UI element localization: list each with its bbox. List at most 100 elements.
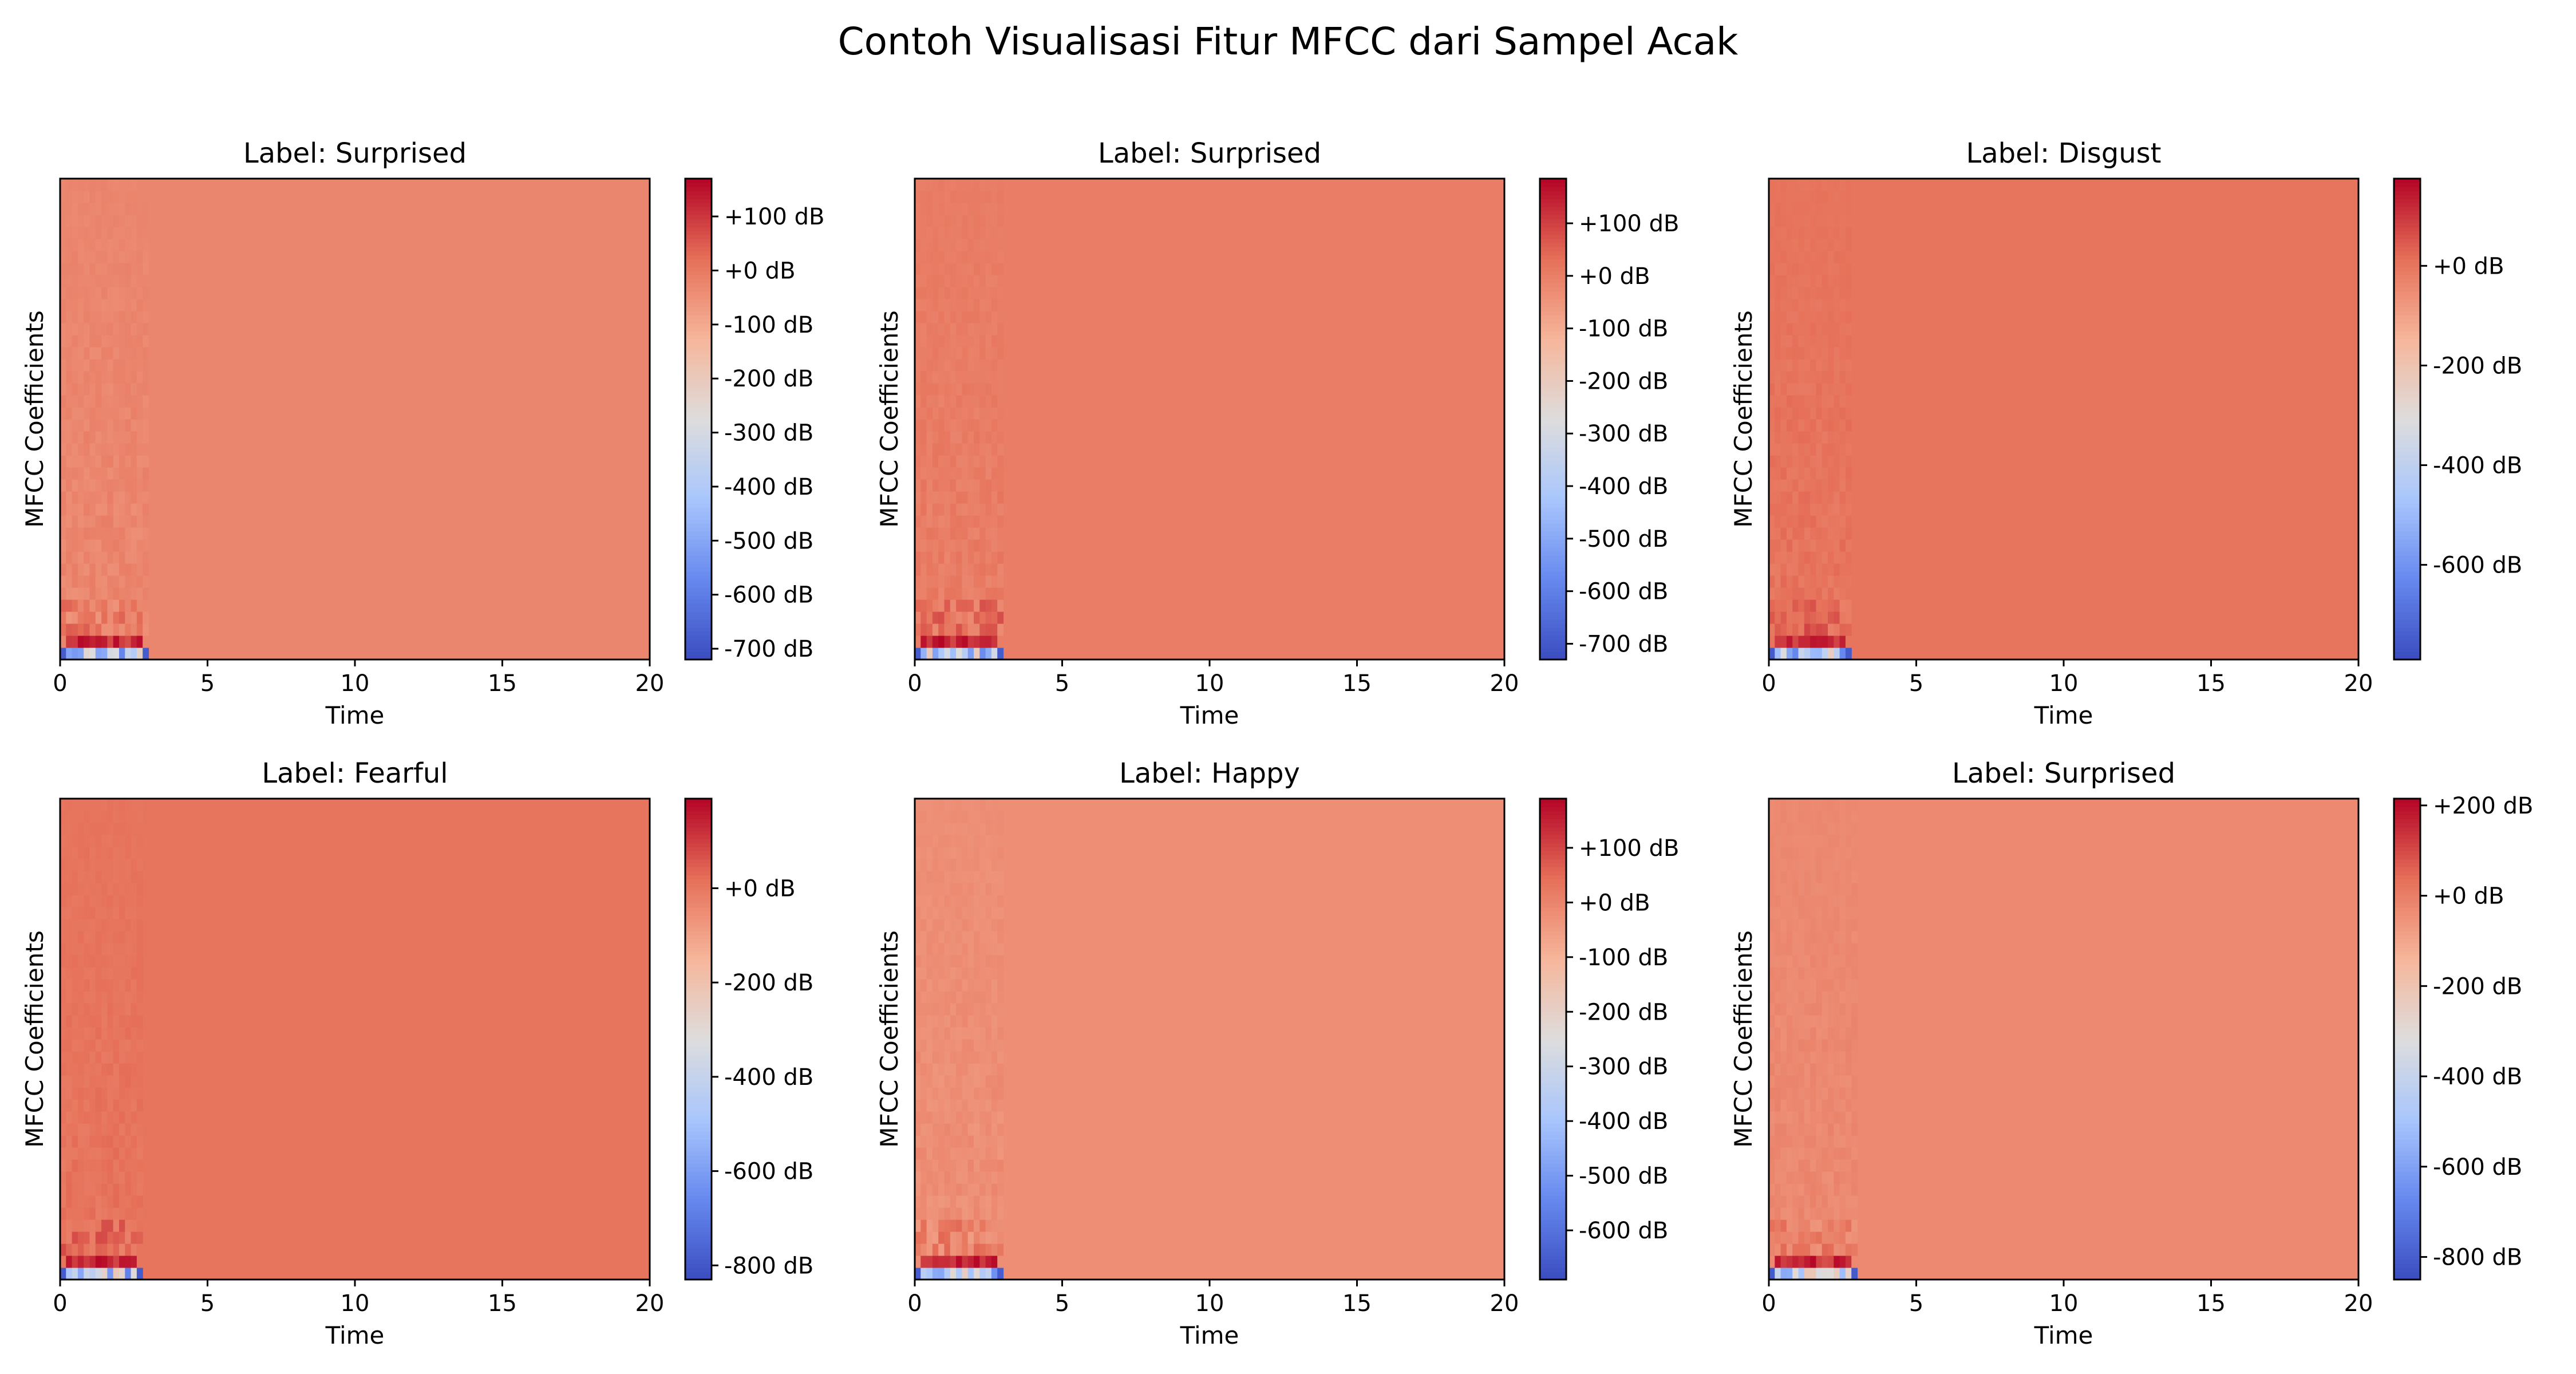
- heatmap-cell: [1786, 323, 1793, 335]
- colorbar-segment: [685, 1219, 712, 1224]
- heatmap-cell: [920, 1003, 927, 1016]
- heatmap-cell: [60, 515, 66, 528]
- heatmap-cell: [974, 563, 980, 576]
- heatmap-cell: [66, 311, 73, 323]
- heatmap-cell: [974, 227, 980, 239]
- heatmap-cell: [979, 943, 986, 956]
- heatmap-cell: [991, 371, 998, 384]
- heatmap-cell: [926, 979, 933, 992]
- heatmap-cell: [113, 895, 120, 907]
- colorbar-segment: [1540, 1276, 1566, 1280]
- colorbar-segment: [1540, 575, 1566, 580]
- colorbar-segment: [2394, 1175, 2420, 1180]
- colorbar-segment: [685, 999, 712, 1004]
- colorbar-segment: [685, 807, 712, 811]
- heatmap-cell: [1786, 907, 1793, 919]
- colorbar-segment: [2394, 1159, 2420, 1164]
- colorbar-segment: [685, 652, 712, 656]
- heatmap-cell: [1804, 647, 1811, 660]
- colorbar-segment: [1540, 1051, 1566, 1056]
- heatmap-cell: [979, 227, 986, 239]
- heatmap-cell: [1780, 847, 1787, 859]
- heatmap-cell: [101, 443, 108, 456]
- heatmap-cell: [979, 611, 986, 624]
- heatmap-cell: [1775, 1231, 1781, 1244]
- colorbar-segment: [1540, 1268, 1566, 1272]
- colorbar-segment: [685, 1031, 712, 1036]
- heatmap-cell: [985, 395, 992, 408]
- heatmap-cell: [932, 1207, 939, 1220]
- heatmap-cell: [974, 1063, 980, 1076]
- heatmap-cell: [962, 215, 969, 227]
- heatmap-cell: [962, 227, 969, 239]
- heatmap-cell: [60, 991, 66, 1004]
- heatmap-cell: [1828, 1087, 1834, 1100]
- colorbar-tick-label: -800 dB: [2433, 1245, 2522, 1271]
- heatmap-cell: [1810, 587, 1816, 600]
- heatmap-cell: [985, 859, 992, 871]
- colorbar-segment: [2394, 435, 2420, 440]
- heatmap-cell: [113, 575, 120, 588]
- heatmap-cell: [1822, 811, 1828, 823]
- heatmap-cell: [985, 251, 992, 263]
- heatmap-cell: [1845, 895, 1852, 907]
- heatmap-cell: [920, 1051, 927, 1064]
- heatmap-cell: [60, 1255, 66, 1268]
- heatmap-cell: [932, 191, 939, 203]
- colorbar-segment: [1540, 1055, 1566, 1060]
- heatmap-cell: [962, 275, 969, 287]
- heatmap-cell: [119, 931, 125, 943]
- heatmap-cell: [915, 479, 921, 492]
- heatmap-cell: [1810, 811, 1816, 823]
- colorbar-segment: [1540, 1215, 1566, 1220]
- heatmap-cell: [95, 847, 102, 859]
- heatmap-cell: [967, 311, 974, 323]
- heatmap-cell: [95, 215, 102, 227]
- heatmap-cell: [915, 1147, 921, 1160]
- heatmap-cell: [113, 395, 120, 408]
- heatmap-cell: [967, 527, 974, 540]
- heatmap-cell: [1775, 251, 1781, 263]
- heatmap-cell: [131, 1111, 137, 1124]
- heatmap-cell: [77, 347, 84, 360]
- heatmap-cell: [997, 647, 1004, 660]
- heatmap-cell: [915, 1015, 921, 1028]
- heatmap-cell: [1851, 919, 1858, 931]
- heatmap-cell: [84, 515, 90, 528]
- colorbar-segment: [2394, 895, 2420, 899]
- heatmap-cell: [1816, 263, 1823, 275]
- heatmap-cell: [1769, 503, 1775, 516]
- colorbar-segment: [2394, 223, 2420, 227]
- colorbar-segment: [685, 1083, 712, 1088]
- heatmap-cell: [131, 539, 137, 552]
- colorbar-segment: [1540, 955, 1566, 960]
- heatmap-cell: [997, 1075, 1004, 1088]
- heatmap-cell: [962, 1255, 969, 1268]
- heatmap-cell: [932, 1123, 939, 1136]
- heatmap-cell: [113, 599, 120, 612]
- heatmap-cell: [1798, 551, 1805, 564]
- heatmap-cell: [66, 1087, 73, 1100]
- heatmap-cell: [956, 227, 962, 239]
- heatmap-cell: [1780, 943, 1787, 956]
- colorbar-segment: [1540, 407, 1566, 412]
- colorbar-segment: [685, 1123, 712, 1128]
- heatmap-cell: [920, 1075, 927, 1088]
- heatmap-cell: [1786, 515, 1793, 528]
- heatmap-cell: [101, 551, 108, 564]
- heatmap-cell: [1792, 191, 1799, 203]
- heatmap-cell: [89, 287, 96, 299]
- heatmap-cell: [1822, 599, 1828, 612]
- heatmap-cell: [101, 575, 108, 588]
- heatmap-cell: [950, 323, 957, 335]
- heatmap-cell: [1769, 587, 1775, 600]
- heatmap-cell: [926, 431, 933, 444]
- heatmap-cell: [1810, 407, 1816, 420]
- heatmap-cell: [938, 323, 945, 335]
- heatmap-cell: [1851, 1111, 1858, 1124]
- heatmap-cell: [60, 1027, 66, 1040]
- colorbar-segment: [685, 875, 712, 879]
- heatmap-cell: [1834, 515, 1840, 528]
- heatmap-cell: [956, 1207, 962, 1220]
- heatmap-cell: [926, 563, 933, 576]
